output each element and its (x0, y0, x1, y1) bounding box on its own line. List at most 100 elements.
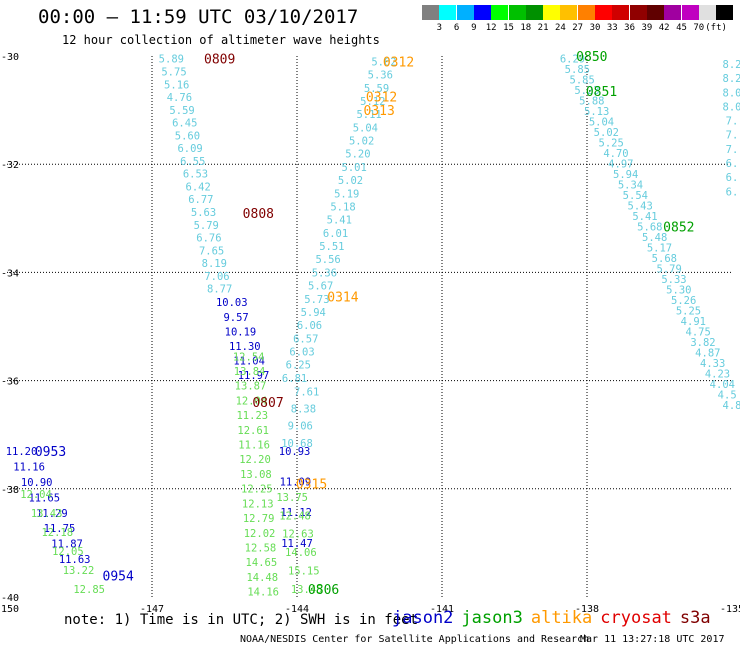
wave-height-label: 6. (726, 158, 739, 170)
color-swatch (629, 5, 647, 20)
lat-tick-label: -36 (1, 377, 19, 388)
wave-height-label: 5.59 (169, 105, 194, 117)
pass-time-label: 0312 (366, 91, 397, 106)
wave-height-label: 6.76 (196, 233, 221, 245)
lon-tick-label: -138 (575, 604, 599, 615)
wave-height-label: 12.61 (237, 425, 269, 437)
wave-height-label: 5.89 (159, 54, 184, 66)
pass-time-label: 0312 (383, 55, 414, 70)
wave-height-label: 14.65 (246, 557, 278, 569)
wave-height-label: 13.22 (63, 565, 95, 577)
wave-height-label: 5.18 (330, 201, 355, 213)
color-scale-tick: (ft) (705, 23, 727, 33)
page-subtitle: 12 hour collection of altimeter wave hei… (62, 33, 380, 47)
lon-tick-label: -141 (430, 604, 454, 615)
color-scale-tick: 70 (693, 23, 705, 33)
wave-height-label: 11.30 (229, 341, 261, 353)
color-scale-tick: 45 (676, 23, 687, 33)
color-swatch (664, 5, 682, 20)
wave-height-label: 8.2 (723, 59, 740, 71)
wave-height-label: 5.26 (671, 295, 696, 307)
wave-height-label: 5.59 (364, 83, 389, 95)
pass-time-label: 0852 (663, 220, 694, 235)
wave-height-label: 11.23 (236, 410, 268, 422)
wave-height-label: 6.25 (286, 360, 311, 372)
wave-height-label: 5.19 (334, 188, 359, 200)
color-scale-tick: 24 (554, 23, 566, 33)
wave-height-label: 10.68 (281, 438, 313, 450)
wave-height-label: 6.81 (282, 373, 307, 385)
color-swatch (612, 5, 630, 20)
lon-tick-label: -147 (140, 604, 164, 615)
lat-tick-label: -40 (1, 593, 19, 604)
pass-time-label: 0850 (576, 50, 607, 65)
color-swatch (698, 5, 716, 20)
color-swatch (543, 5, 561, 20)
wave-height-label: 4.76 (167, 92, 192, 104)
wave-height-label: 10.19 (225, 326, 257, 338)
wave-height-label: 5.13 (584, 106, 609, 118)
wave-height-label: 12.58 (245, 542, 277, 554)
wave-height-label: 12.02 (244, 528, 276, 540)
wave-height-label: 5.51 (319, 241, 344, 253)
wave-height-label: 12.18 (41, 527, 73, 539)
wave-height-label: 8.38 (291, 404, 316, 416)
wave-height-label: 8.0 (723, 101, 740, 113)
wave-height-label: 8.2 (723, 73, 740, 85)
color-scale-tick: 36 (624, 23, 636, 33)
color-scale-tick: 33 (606, 23, 618, 33)
wave-height-label: 6. (726, 172, 739, 184)
wave-height-label: 5.88 (579, 96, 604, 108)
wave-height-label: 4.75 (686, 327, 711, 339)
color-swatch (646, 5, 664, 20)
color-scale-tick: 9 (471, 23, 477, 33)
wave-height-label: 6.09 (177, 143, 202, 155)
color-swatch (577, 5, 595, 20)
wave-height-label: 5.01 (342, 162, 367, 174)
color-swatch (456, 5, 474, 20)
wave-height-label: 4.04 (710, 379, 735, 391)
wave-height-label: 10.93 (279, 446, 311, 458)
pass-time-label: 0808 (243, 207, 274, 222)
wave-height-label: 7.61 (294, 386, 319, 398)
pass-time-label: 0953 (35, 445, 66, 460)
page-title: 00:00 – 11:59 UTC 03/10/2017 (38, 6, 359, 28)
wave-height-label: 5.17 (647, 243, 672, 255)
wave-height-label: 5.20 (345, 149, 370, 161)
wave-height-label: 7.65 (199, 245, 224, 257)
wave-height-label: 7. (726, 116, 739, 128)
wave-height-label: 11.65 (28, 492, 60, 504)
wave-height-label: 6. (726, 186, 739, 198)
wave-height-label: 5.94 (301, 307, 326, 319)
wave-height-label: 10.90 (21, 477, 53, 489)
color-swatch (716, 5, 734, 20)
wave-height-label: 6.55 (180, 156, 205, 168)
wave-height-label: 5.02 (594, 127, 619, 139)
wave-height-label: 5.41 (327, 215, 352, 227)
wave-height-label: 4.97 (608, 159, 633, 171)
pass-time-label: 0314 (327, 291, 358, 306)
satellite-legend: jason2 jason3 altika cryosat s3a (392, 608, 719, 628)
wave-height-label: 13.08 (240, 469, 272, 481)
wave-height-label: 11.63 (59, 554, 91, 566)
wave-height-label: 6.03 (289, 347, 314, 359)
color-scale-tick: 3 (436, 23, 443, 33)
wave-height-label: 5.85 (570, 75, 595, 87)
wave-height-label: 11.97 (238, 370, 270, 382)
wave-height-label: 13.75 (276, 492, 308, 504)
wave-height-label: 5.36 (312, 267, 337, 279)
wave-height-label: 6.45 (172, 118, 197, 130)
wave-height-label: 4.33 (700, 358, 725, 370)
color-swatch (681, 5, 699, 20)
wave-height-label: 5.68 (637, 222, 662, 234)
wave-height-label: 5.16 (164, 79, 189, 91)
wave-height-label: 5.94 (613, 169, 638, 181)
wave-height-label: 5.04 (589, 117, 614, 129)
wave-height-label: 4.91 (681, 316, 706, 328)
pass-time-label: 0851 (586, 85, 617, 100)
wave-height-label: 5.56 (315, 254, 340, 266)
wave-height-label: 8.19 (202, 258, 227, 270)
wave-height-label: 12.20 (239, 454, 271, 466)
wave-height-label: 11.09 (280, 477, 312, 489)
